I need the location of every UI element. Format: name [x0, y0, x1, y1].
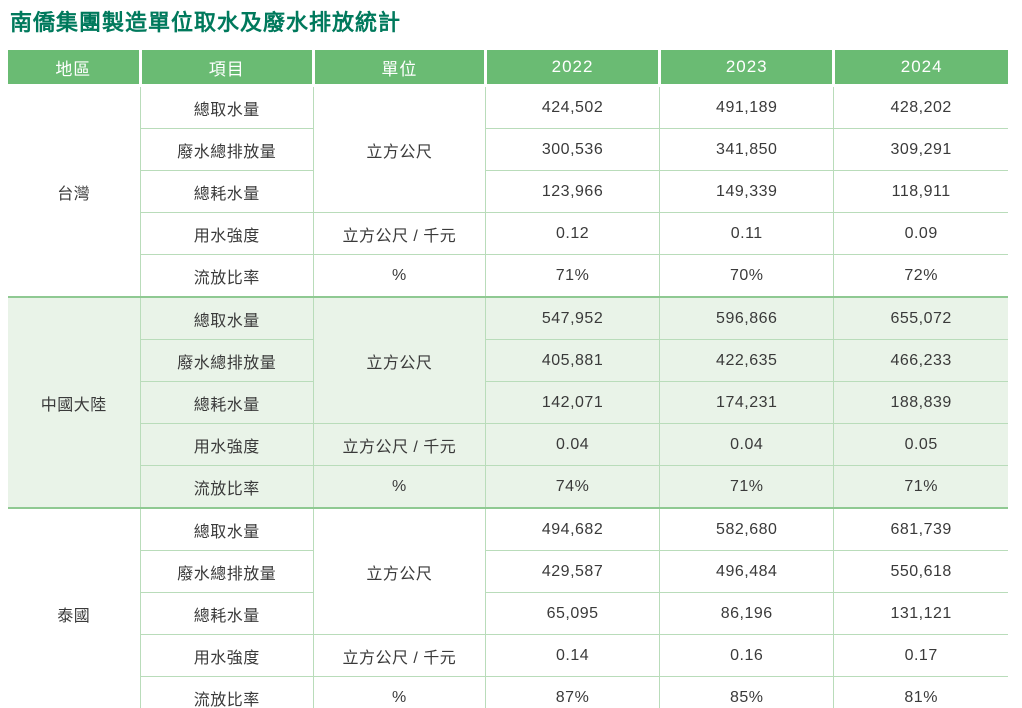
- table-row: 中國大陸 總取水量 立方公尺 547,952 596,866 655,072: [8, 296, 1008, 509]
- value-cell: 547,952: [484, 296, 661, 341]
- item-cell: 廢水總排放量: [139, 550, 314, 594]
- region-cell-taiwan: 台灣: [8, 85, 141, 298]
- item-cell: 總取水量: [139, 507, 314, 552]
- value-cell: 0.05: [833, 423, 1008, 467]
- value-cell: 496,484: [659, 550, 835, 594]
- item-cell: 流放比率: [139, 676, 314, 708]
- item-cell: 總耗水量: [139, 592, 314, 636]
- value-cell: 74%: [484, 465, 661, 509]
- value-cell: 341,850: [659, 128, 835, 172]
- value-cell: 494,682: [484, 507, 661, 552]
- value-cell: 65,095: [484, 592, 661, 636]
- value-cell: 142,071: [484, 381, 661, 425]
- region-cell-thailand: 泰國: [8, 507, 141, 708]
- unit-cell: %: [312, 254, 486, 298]
- value-cell: 131,121: [833, 592, 1008, 636]
- value-cell: 0.11: [659, 212, 835, 256]
- item-cell: 流放比率: [139, 254, 314, 298]
- unit-cell: 立方公尺: [312, 296, 486, 425]
- value-cell: 118,911: [833, 170, 1008, 214]
- value-cell: 655,072: [833, 296, 1008, 341]
- value-cell: 550,618: [833, 550, 1008, 594]
- page-title: 南僑集團製造單位取水及廢水排放統計: [10, 10, 402, 35]
- value-cell: 422,635: [659, 339, 835, 383]
- table-row: 流放比率 % 74% 71% 71%: [8, 465, 1008, 509]
- value-cell: 71%: [833, 465, 1008, 509]
- table-row: 台灣 總取水量 立方公尺 424,502 491,189 428,202: [8, 85, 1008, 298]
- value-cell: 596,866: [659, 296, 835, 341]
- table-row: 總耗水量 142,071 174,231 188,839: [8, 381, 1008, 425]
- item-cell: 廢水總排放量: [139, 339, 314, 383]
- col-header-item: 項目: [138, 50, 314, 88]
- value-cell: 149,339: [659, 170, 835, 214]
- value-cell: 300,536: [484, 128, 661, 172]
- item-cell: 用水強度: [139, 634, 314, 678]
- table-row: 廢水總排放量 405,881 422,635 466,233: [8, 339, 1008, 383]
- table-body: 台灣 總取水量 立方公尺 424,502 491,189 428,202 廢水總…: [8, 85, 1008, 708]
- value-cell: 429,587: [484, 550, 661, 594]
- value-cell: 582,680: [659, 507, 835, 552]
- item-cell: 總取水量: [139, 85, 314, 130]
- table-row: 用水強度 立方公尺 / 千元 0.12 0.11 0.09: [8, 212, 1008, 256]
- item-cell: 流放比率: [139, 465, 314, 509]
- col-header-2024: 2024: [832, 50, 1008, 88]
- header-row: 地區 項目 單位 2022 2023 2024: [8, 50, 1008, 88]
- value-cell: 81%: [833, 676, 1008, 708]
- value-cell: 71%: [484, 254, 661, 298]
- value-cell: 72%: [833, 254, 1008, 298]
- table-row: 總耗水量 123,966 149,339 118,911: [8, 170, 1008, 214]
- unit-cell: 立方公尺 / 千元: [312, 212, 486, 256]
- value-cell: 70%: [659, 254, 835, 298]
- item-cell: 用水強度: [139, 423, 314, 467]
- col-header-region: 地區: [8, 50, 141, 88]
- table-row: 總耗水量 65,095 86,196 131,121: [8, 592, 1008, 636]
- col-header-2022: 2022: [483, 50, 660, 88]
- value-cell: 491,189: [659, 85, 835, 130]
- value-cell: 0.04: [484, 423, 661, 467]
- table-row: 廢水總排放量 429,587 496,484 550,618: [8, 550, 1008, 594]
- unit-cell: %: [312, 465, 486, 509]
- value-cell: 424,502: [484, 85, 661, 130]
- item-cell: 總取水量: [139, 296, 314, 341]
- col-header-unit: 單位: [311, 50, 486, 88]
- value-cell: 87%: [484, 676, 661, 708]
- value-cell: 309,291: [833, 128, 1008, 172]
- item-cell: 總耗水量: [139, 381, 314, 425]
- value-cell: 405,881: [484, 339, 661, 383]
- value-cell: 188,839: [833, 381, 1008, 425]
- value-cell: 123,966: [484, 170, 661, 214]
- region-cell-china: 中國大陸: [8, 296, 141, 509]
- value-cell: 0.04: [659, 423, 835, 467]
- unit-cell: 立方公尺: [312, 507, 486, 636]
- unit-cell: %: [312, 676, 486, 708]
- value-cell: 466,233: [833, 339, 1008, 383]
- value-cell: 174,231: [659, 381, 835, 425]
- col-header-2023: 2023: [658, 50, 834, 88]
- value-cell: 0.14: [484, 634, 661, 678]
- unit-cell: 立方公尺: [312, 85, 486, 214]
- value-cell: 0.09: [833, 212, 1008, 256]
- table-header: 地區 項目 單位 2022 2023 2024: [8, 50, 1008, 88]
- item-cell: 用水強度: [139, 212, 314, 256]
- table-row: 流放比率 % 87% 85% 81%: [8, 676, 1008, 708]
- unit-cell: 立方公尺 / 千元: [312, 634, 486, 678]
- value-cell: 71%: [659, 465, 835, 509]
- unit-cell: 立方公尺 / 千元: [312, 423, 486, 467]
- table-row: 泰國 總取水量 立方公尺 494,682 582,680 681,739: [8, 507, 1008, 708]
- value-cell: 428,202: [833, 85, 1008, 130]
- table-row: 流放比率 % 71% 70% 72%: [8, 254, 1008, 298]
- item-cell: 廢水總排放量: [139, 128, 314, 172]
- value-cell: 681,739: [833, 507, 1008, 552]
- value-cell: 0.17: [833, 634, 1008, 678]
- table-row: 用水強度 立方公尺 / 千元 0.04 0.04 0.05: [8, 423, 1008, 467]
- value-cell: 0.12: [484, 212, 661, 256]
- item-cell: 總耗水量: [139, 170, 314, 214]
- value-cell: 0.16: [659, 634, 835, 678]
- value-cell: 85%: [659, 676, 835, 708]
- water-statistics-table: 地區 項目 單位 2022 2023 2024 台灣 總取水量 立方公尺 424…: [8, 50, 1008, 708]
- table-row: 廢水總排放量 300,536 341,850 309,291: [8, 128, 1008, 172]
- table-row: 用水強度 立方公尺 / 千元 0.14 0.16 0.17: [8, 634, 1008, 678]
- value-cell: 86,196: [659, 592, 835, 636]
